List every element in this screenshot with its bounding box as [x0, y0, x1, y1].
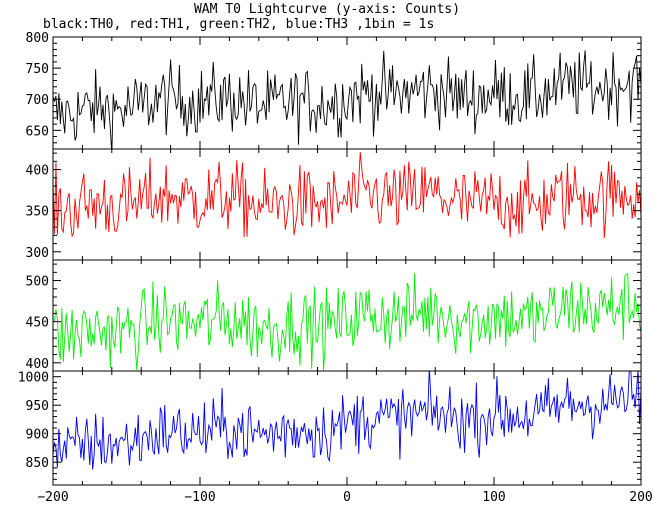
chart-title: WAM T0 Lightcurve (y-axis: Counts)	[194, 2, 460, 17]
x-tick-label: 0	[343, 490, 351, 505]
x-axis: −200 −100 0 100 200	[37, 490, 652, 505]
chart-subtitle: black:TH0, red:TH1, green:TH2, blue:TH3 …	[43, 17, 434, 32]
x-tick-label: −100	[184, 490, 215, 505]
x-tick-label: 200	[629, 490, 652, 505]
x-tick-label: 100	[482, 490, 505, 505]
y-tick-label: 300	[26, 246, 49, 261]
y-tick-label: 950	[26, 399, 49, 414]
x-tick-label: −200	[37, 490, 68, 505]
y-tick-label: 700	[26, 93, 49, 108]
panel-th1: 300 350 400	[26, 148, 642, 261]
y-tick-label: 750	[26, 62, 49, 77]
y-tick-label: 800	[26, 31, 49, 46]
series-line-th3	[53, 371, 641, 470]
series-line-th2	[53, 273, 641, 371]
y-tick-label: 400	[26, 164, 49, 179]
y-tick-label: 500	[26, 275, 49, 290]
series-line-th1	[53, 152, 641, 239]
y-tick-label: 850	[26, 456, 49, 471]
series-line-th0	[53, 50, 641, 149]
panel-th2: 400 450 500	[26, 259, 642, 372]
y-tick-label: 650	[26, 124, 49, 139]
y-tick-label: 400	[26, 357, 49, 372]
y-tick-label: 450	[26, 316, 49, 331]
panel-th0: 650 700 750 800	[26, 31, 642, 150]
y-tick-label: 1000	[18, 371, 49, 386]
y-tick-label: 900	[26, 428, 49, 443]
panel-frame	[52, 370, 642, 486]
panel-frame	[52, 259, 642, 372]
panel-th3: 850 900 950 1000	[18, 370, 642, 486]
y-tick-label: 350	[26, 205, 49, 220]
panels-layer: 650 700 750 800 300 350 400 400 450 500 850 900 950 1…	[18, 31, 642, 486]
